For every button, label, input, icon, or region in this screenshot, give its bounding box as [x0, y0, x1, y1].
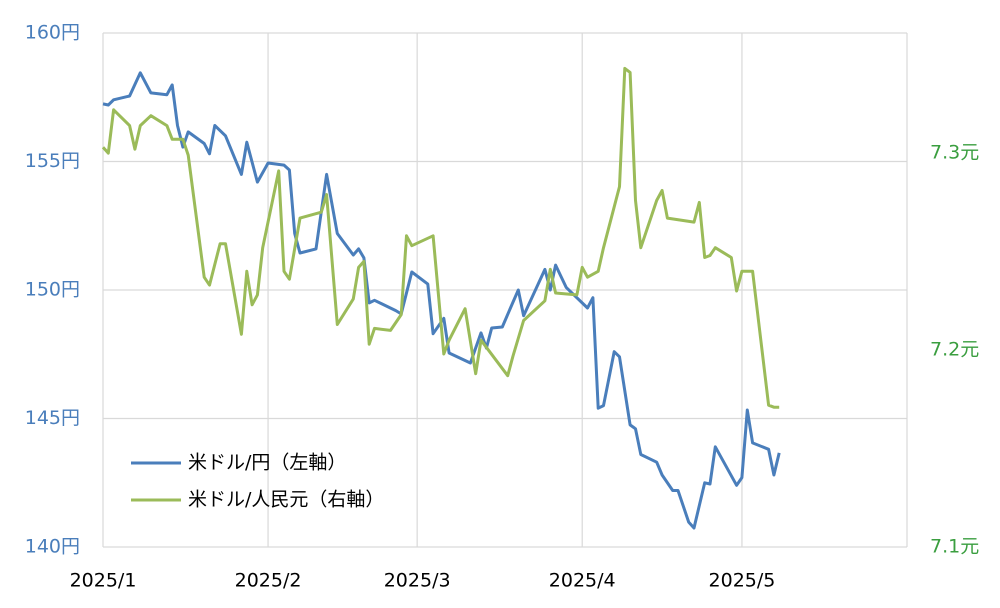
y2-tick-label: 7.3元 — [930, 142, 979, 164]
y2-tick-label: 7.1元 — [930, 536, 979, 558]
y-tick-label: 150円 — [25, 279, 80, 301]
x-tick-label: 2025/3 — [384, 570, 451, 592]
series-line — [101, 66, 780, 409]
y-tick-label: 155円 — [25, 150, 80, 172]
legend-label: 米ドル/円（左軸） — [188, 452, 346, 474]
x-tick-label: 2025/5 — [709, 570, 776, 592]
x-tick-label: 2025/4 — [549, 570, 616, 592]
legend-label: 米ドル/人民元（右軸） — [188, 489, 384, 511]
x-tick-label: 2025/2 — [235, 570, 302, 592]
y2-tick-label: 7.2元 — [930, 339, 979, 361]
y-tick-label: 160円 — [25, 22, 80, 44]
x-tick-label: 2025/1 — [70, 570, 137, 592]
y-tick-label: 145円 — [25, 407, 80, 429]
series-line — [102, 71, 781, 530]
y-tick-label: 140円 — [25, 536, 80, 558]
